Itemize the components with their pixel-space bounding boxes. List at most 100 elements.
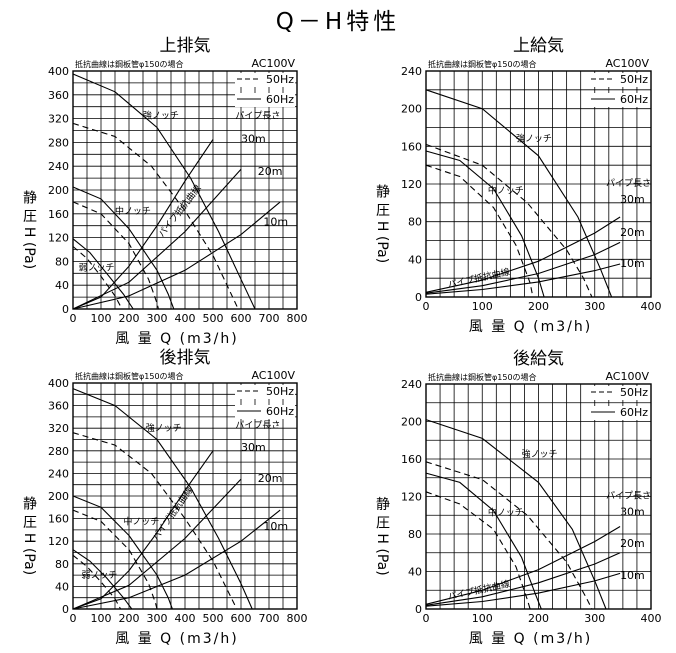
legend-bg [589,386,649,400]
series-line-10m-solid [425,263,621,295]
legend-bg [235,385,295,399]
resistance-note: 抵抗曲線は鋼板管φ150の場合 [75,371,184,381]
label-20m: 20m [258,472,283,485]
series-line-強ノッチ-dashed [425,143,593,298]
y-tick-label: 40 [408,253,422,266]
x-tick-label: 300 [584,612,605,625]
legend-label-60Hz: 60Hz [266,93,294,106]
series-line-強ノッチ-dashed [72,432,238,610]
series-line-強ノッチ-solid [425,89,613,298]
series-line-弱ノッチ-dashed [72,554,122,610]
label-weak-notch: 弱ノッチ [81,570,117,581]
x-axis-label: 風 量 Q (m3/h) [469,631,592,647]
x-tick-label: 100 [472,612,493,625]
label-strong-notch: 強ノッチ [522,448,558,460]
y-axis-label: 静 圧 H (Pa) [21,190,37,269]
chart-1: 上排気 0 100 200 300 400 500 600 700 800 0 40 80 120 160 2… [21,36,308,347]
y-tick-label: 120 [48,535,69,548]
label-10m: 10m [620,569,645,582]
label-strong-notch: 強ノッチ [516,133,552,145]
label-medium-notch: 中ノッチ [488,184,524,196]
y-tick-label: 160 [401,140,422,153]
series-line-20m-solid [72,478,242,610]
y-tick-label: 40 [55,279,69,292]
x-tick-label: 300 [147,312,168,325]
x-axis-label: 風 量 Q (m3/h) [115,631,238,647]
x-tick-label: 200 [528,612,549,625]
series-line-弱ノッチ-solid [72,238,134,310]
label-20m: 20m [620,537,645,550]
chart-2: 上給気 0 100 200 300 400 0 40 80 120 160 200 240 風 量 Q (… [374,36,662,335]
subplot-title: 後排気 [160,348,211,368]
legend-bg [589,73,649,87]
x-tick-label: 100 [472,300,493,313]
x-tick-label: 700 [259,312,280,325]
y-tick-label: 400 [48,377,69,390]
x-tick-label: 0 [423,300,430,313]
x-tick-label: 600 [231,312,252,325]
label-medium-notch: 中ノッチ [488,506,524,518]
x-tick-label: 100 [91,612,112,625]
label-20m: 20m [258,165,283,178]
series-line-10m-solid [72,201,281,310]
legend-label-50Hz: 50Hz [266,385,294,398]
legend-bg [589,406,649,420]
x-tick-label: 800 [287,312,308,325]
x-tick-label: 0 [70,312,77,325]
series-line-中ノッチ-solid [72,495,173,610]
x-tick-label: 400 [175,312,196,325]
y-tick-label: 0 [415,291,422,304]
y-tick-label: 120 [48,232,69,245]
voltage-label: AC100V [251,369,295,382]
series-group [72,73,281,310]
label-pipe-resistance-curve: パイプ抵抗曲線 [156,182,204,239]
y-tick-label: 0 [62,303,69,316]
y-tick-label: 280 [48,136,69,149]
y-tick-label: 200 [401,103,422,116]
subplot-title: 後給気 [513,349,564,369]
series-line-20m-solid [425,552,621,606]
series-line-強ノッチ-solid [425,419,607,610]
series-line-10m-solid [72,509,281,610]
y-tick-label: 80 [408,528,422,541]
plot-frame [425,70,652,298]
x-tick-label: 300 [584,300,605,313]
legend-bg [235,93,295,107]
series-line-中ノッチ-solid [425,472,542,610]
voltage-label: AC100V [251,57,295,70]
series-line-30m-solid [72,450,214,610]
legend-label-60Hz: 60Hz [620,93,648,106]
resistance-note: 抵抗曲線は鋼板管φ150の場合 [428,372,537,382]
y-tick-label: 400 [48,65,69,78]
series-group [425,419,621,610]
x-axis-label: 風 量 Q (m3/h) [469,319,592,335]
series-line-中ノッチ-dashed [72,201,159,310]
y-tick-label: 240 [401,378,422,391]
label-30m: 30m [241,132,266,145]
label-10m: 10m [263,520,288,533]
label-pipe-length: パイプ長さ [606,490,651,501]
y-tick-label: 240 [48,467,69,480]
series-line-弱ノッチ-dashed [72,246,123,310]
x-tick-label: 200 [119,612,140,625]
main-title: Q－H特性 [275,9,401,35]
series-line-強ノッチ-solid [72,388,253,610]
label-strong-notch: 強ノッチ [143,110,179,122]
series-line-中ノッチ-dashed [72,509,158,610]
series-line-10m-solid [425,572,621,607]
x-tick-label: 400 [641,300,662,313]
resistance-note: 抵抗曲線は鋼板管φ150の場合 [75,59,184,69]
plot-frame [425,383,652,610]
x-tick-label: 500 [203,312,224,325]
series-group [425,89,621,298]
label-20m: 20m [620,226,645,239]
y-tick-label: 280 [48,445,69,458]
series-line-強ノッチ-dashed [72,122,239,310]
series-line-中ノッチ-solid [72,186,175,310]
x-tick-label: 400 [641,612,662,625]
y-tick-label: 160 [401,453,422,466]
label-weak-notch: 弱ノッチ [79,262,115,273]
series-group [72,388,281,610]
label-medium-notch: 中ノッチ [123,515,159,527]
x-tick-label: 200 [528,300,549,313]
